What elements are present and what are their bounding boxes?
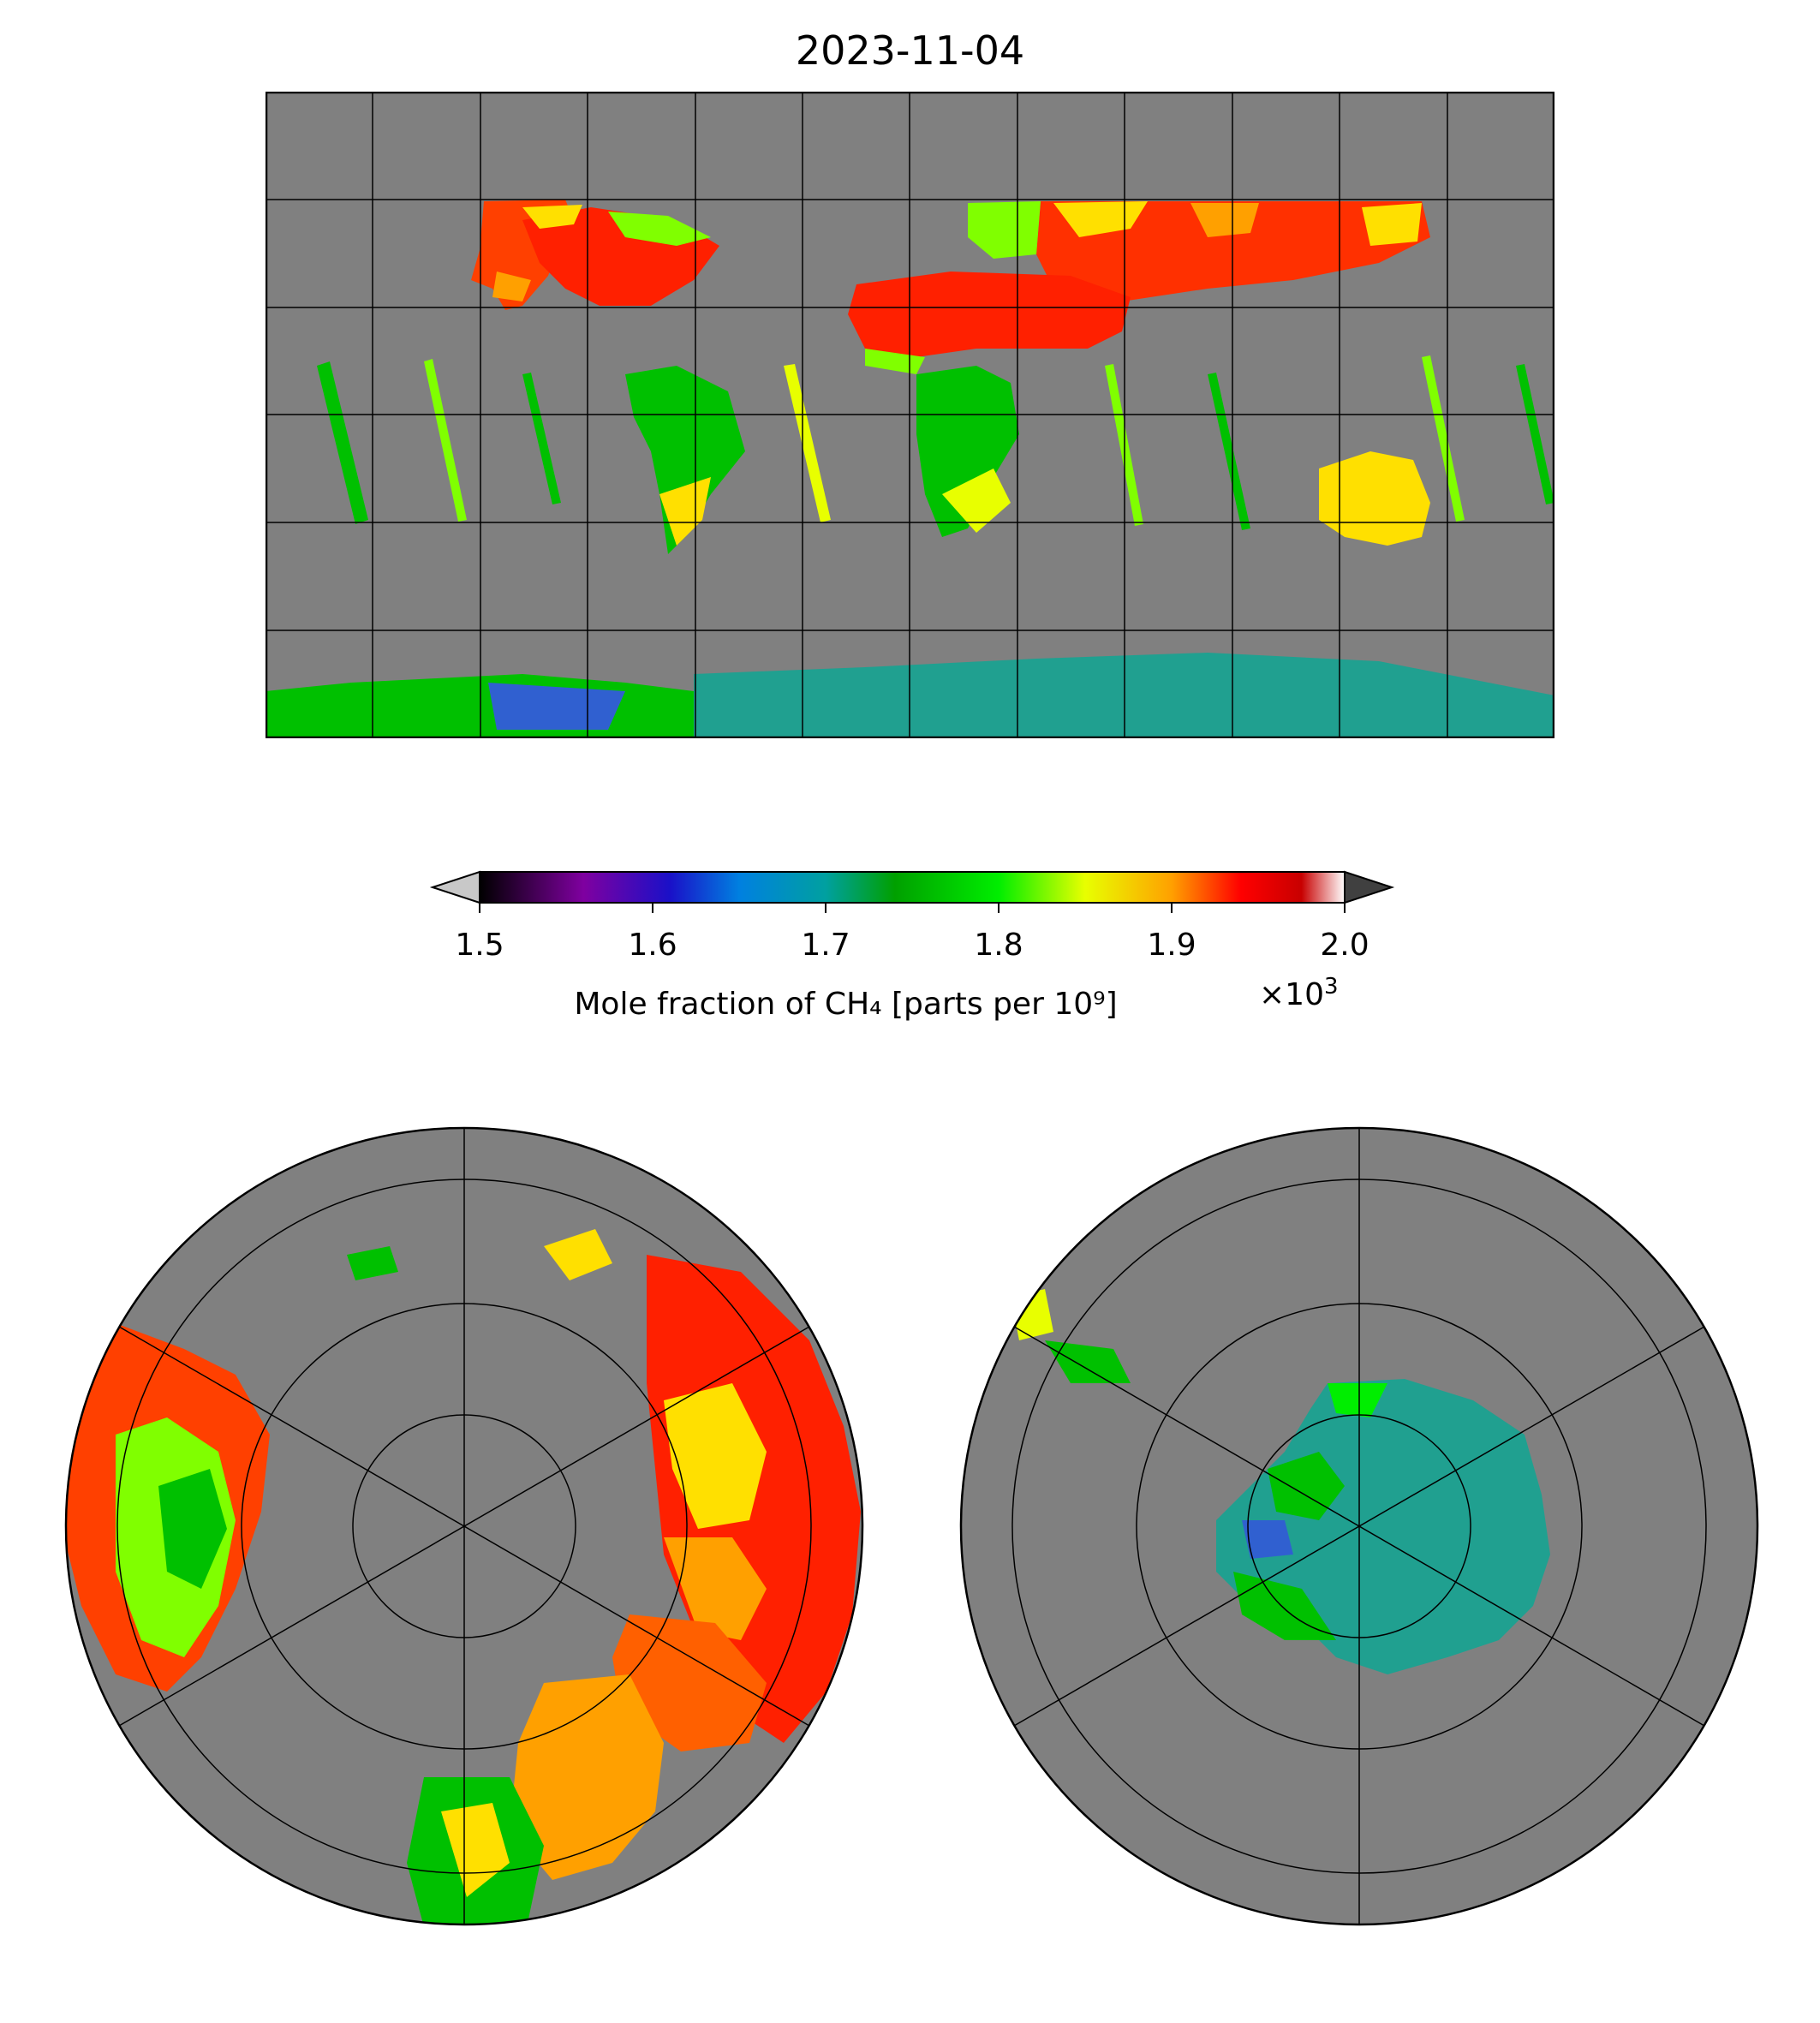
map-frame: [266, 92, 1554, 738]
global-map[interactable]: [266, 92, 1554, 738]
colorbar-tick: 1.7: [801, 928, 850, 963]
south-polar-map[interactable]: [959, 1126, 1760, 1927]
graticule: [266, 92, 1554, 738]
colorbar-multiplier: ×103: [1259, 974, 1339, 1012]
colorbar: 1.5 1.6 1.7 1.8 1.9 2.0: [429, 870, 1395, 963]
multiplier-exponent: 3: [1323, 974, 1339, 1000]
colorbar-label: Mole fraction of CH₄ [parts per 10⁹]: [0, 987, 1820, 1022]
colorbar-tick: 1.5: [455, 928, 504, 963]
colorbar-tick: 1.8: [974, 928, 1023, 963]
south-map-frame: [959, 1126, 1759, 1926]
multiplier-base: ×10: [1259, 977, 1324, 1012]
colorbar-over-extension: [1344, 870, 1395, 904]
colorbar-tick: 1.6: [628, 928, 677, 963]
colorbar-tick: 2.0: [1320, 928, 1369, 963]
north-map-frame: [64, 1126, 864, 1926]
south-data-swaths: [1011, 1289, 1550, 1674]
south-graticule: [1011, 1128, 1707, 1925]
north-polar-map[interactable]: [64, 1126, 865, 1927]
north-data-swaths: [66, 1229, 861, 1925]
figure-title: 2023-11-04: [795, 27, 1025, 74]
north-graticule: [116, 1128, 812, 1925]
colorbar-gradient: [479, 871, 1346, 904]
colorbar-tick: 1.9: [1147, 928, 1196, 963]
colorbar-label-text: Mole fraction of CH₄ [parts per 10⁹]: [574, 987, 1118, 1022]
colorbar-under-extension: [429, 870, 480, 904]
